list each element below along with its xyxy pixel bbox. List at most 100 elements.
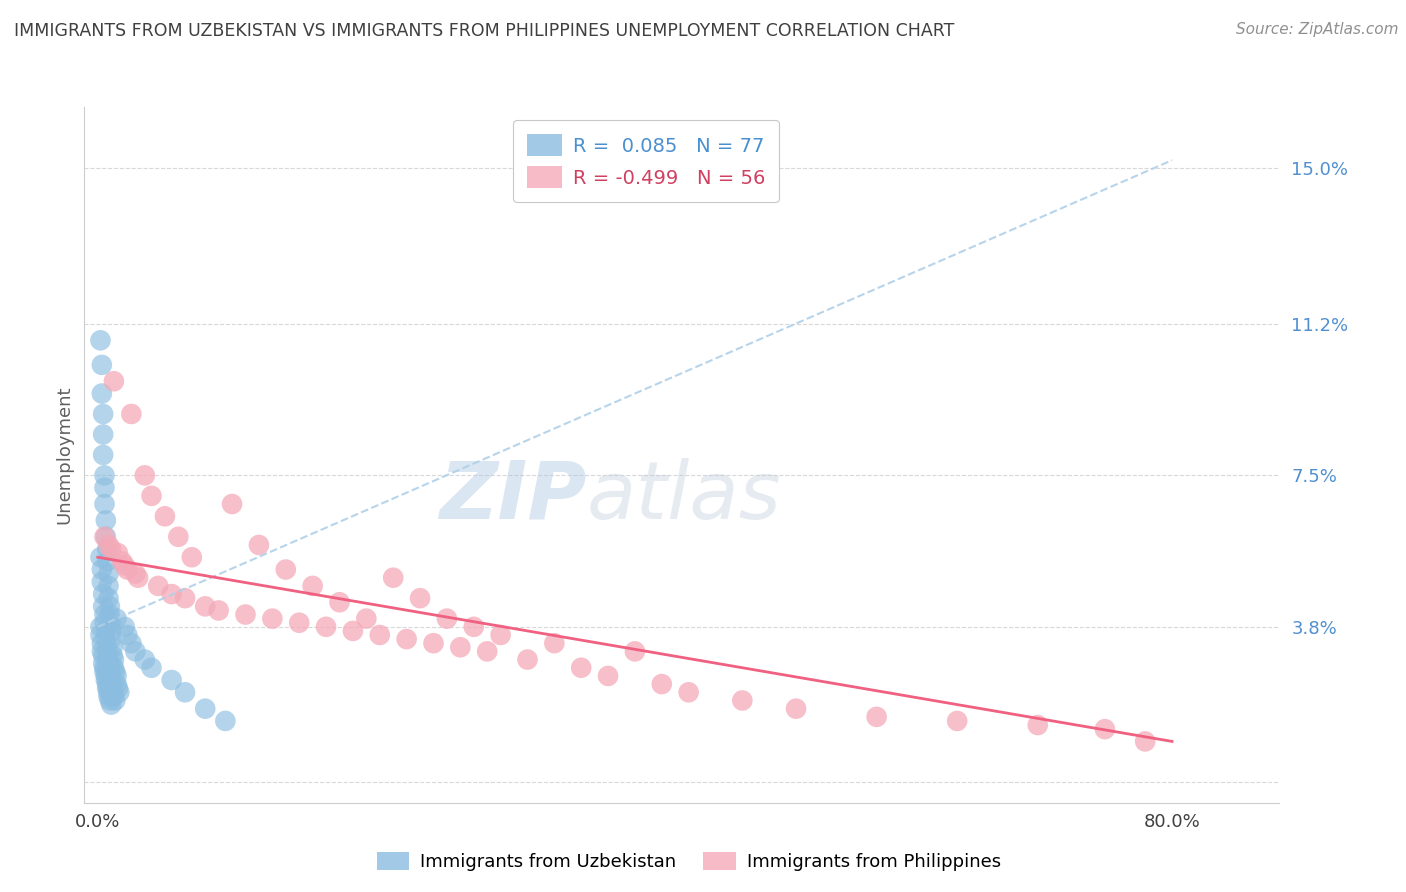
Point bbox=[97, 566, 120, 581]
Point bbox=[90, 358, 112, 372]
Point bbox=[167, 530, 190, 544]
Point bbox=[117, 628, 139, 642]
Point bbox=[96, 640, 118, 655]
Point bbox=[301, 579, 323, 593]
Point bbox=[1094, 722, 1116, 736]
Point bbox=[97, 652, 120, 666]
Point bbox=[101, 685, 124, 699]
Point bbox=[94, 624, 117, 638]
Point bbox=[449, 640, 471, 655]
Point bbox=[946, 714, 969, 728]
Point bbox=[100, 677, 122, 691]
Point bbox=[103, 690, 125, 704]
Point bbox=[100, 632, 122, 646]
Point bbox=[96, 681, 118, 696]
Point bbox=[731, 693, 754, 707]
Point bbox=[543, 636, 565, 650]
Point bbox=[262, 612, 284, 626]
Point bbox=[104, 665, 127, 679]
Point bbox=[100, 681, 122, 696]
Point bbox=[247, 538, 270, 552]
Point bbox=[463, 620, 485, 634]
Point bbox=[96, 542, 118, 557]
Point bbox=[194, 599, 217, 614]
Point bbox=[221, 497, 243, 511]
Point bbox=[90, 644, 112, 658]
Point bbox=[90, 636, 112, 650]
Point bbox=[94, 673, 117, 687]
Point bbox=[94, 669, 117, 683]
Point bbox=[395, 632, 418, 646]
Point bbox=[94, 530, 117, 544]
Point bbox=[1026, 718, 1049, 732]
Point bbox=[89, 550, 111, 565]
Point bbox=[516, 652, 538, 666]
Point bbox=[117, 562, 139, 576]
Point bbox=[356, 612, 378, 626]
Point bbox=[342, 624, 364, 638]
Point bbox=[100, 698, 122, 712]
Point bbox=[90, 562, 112, 576]
Point bbox=[103, 652, 125, 666]
Point bbox=[103, 661, 125, 675]
Point bbox=[97, 538, 120, 552]
Point bbox=[124, 644, 146, 658]
Point bbox=[114, 620, 136, 634]
Point bbox=[624, 644, 647, 658]
Point bbox=[489, 628, 512, 642]
Point bbox=[94, 513, 117, 527]
Point bbox=[93, 615, 115, 630]
Point bbox=[596, 669, 619, 683]
Point bbox=[97, 579, 120, 593]
Point bbox=[477, 644, 499, 658]
Point bbox=[105, 612, 128, 626]
Point bbox=[569, 661, 592, 675]
Point bbox=[98, 607, 121, 622]
Point bbox=[105, 677, 128, 691]
Point bbox=[1133, 734, 1156, 748]
Point bbox=[91, 407, 114, 421]
Point bbox=[91, 587, 114, 601]
Point bbox=[160, 587, 183, 601]
Y-axis label: Unemployment: Unemployment bbox=[55, 385, 73, 524]
Point bbox=[100, 624, 122, 638]
Point bbox=[105, 669, 128, 683]
Legend: R =  0.085   N = 77, R = -0.499   N = 56: R = 0.085 N = 77, R = -0.499 N = 56 bbox=[513, 120, 779, 202]
Point bbox=[98, 693, 121, 707]
Point bbox=[93, 530, 115, 544]
Point bbox=[651, 677, 673, 691]
Point bbox=[174, 591, 197, 606]
Point bbox=[368, 628, 391, 642]
Point bbox=[785, 701, 807, 715]
Point bbox=[93, 661, 115, 675]
Point bbox=[328, 595, 350, 609]
Point bbox=[91, 427, 114, 442]
Point bbox=[98, 673, 121, 687]
Point bbox=[103, 374, 125, 388]
Point bbox=[678, 685, 700, 699]
Point bbox=[89, 628, 111, 642]
Point bbox=[274, 562, 297, 576]
Point bbox=[134, 652, 156, 666]
Point bbox=[194, 701, 217, 715]
Point bbox=[124, 566, 146, 581]
Point bbox=[98, 599, 121, 614]
Point bbox=[114, 558, 136, 573]
Point bbox=[141, 489, 163, 503]
Point bbox=[101, 648, 124, 663]
Point bbox=[93, 497, 115, 511]
Point bbox=[93, 468, 115, 483]
Text: IMMIGRANTS FROM UZBEKISTAN VS IMMIGRANTS FROM PHILIPPINES UNEMPLOYMENT CORRELATI: IMMIGRANTS FROM UZBEKISTAN VS IMMIGRANTS… bbox=[14, 22, 955, 40]
Point bbox=[141, 661, 163, 675]
Point bbox=[315, 620, 337, 634]
Point bbox=[97, 591, 120, 606]
Point bbox=[153, 509, 176, 524]
Point bbox=[93, 665, 115, 679]
Point bbox=[174, 685, 197, 699]
Point bbox=[94, 632, 117, 646]
Point bbox=[91, 648, 114, 663]
Point bbox=[104, 693, 127, 707]
Point bbox=[865, 710, 887, 724]
Point bbox=[90, 386, 112, 401]
Point bbox=[101, 640, 124, 655]
